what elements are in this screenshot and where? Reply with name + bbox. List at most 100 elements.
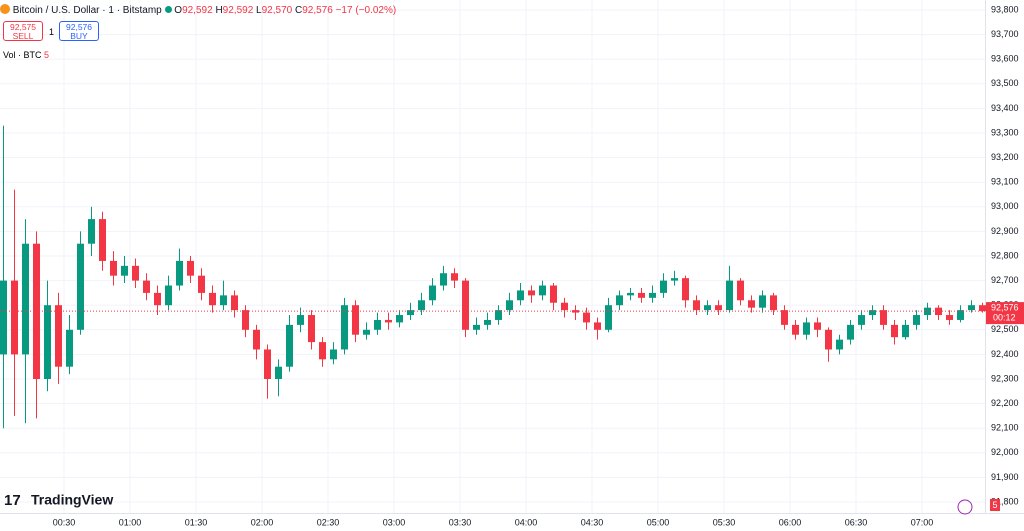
x-tick-label: 06:00	[779, 517, 802, 527]
candle-body	[968, 305, 975, 311]
candle-body	[44, 305, 51, 379]
candle-body	[220, 295, 227, 306]
y-tick-label: 92,000	[991, 447, 1019, 457]
candle-body	[891, 324, 898, 338]
candle-body	[209, 292, 216, 306]
sell-button[interactable]: 92,575 SELL	[3, 21, 43, 41]
candle-body	[814, 322, 821, 330]
candle-body	[759, 295, 766, 308]
candle-body	[572, 310, 579, 313]
candle-body	[231, 295, 238, 311]
candle-body	[638, 292, 645, 298]
candle-body	[539, 285, 546, 296]
candle-body	[11, 280, 18, 355]
candle-body	[913, 315, 920, 325]
candle-body	[418, 300, 425, 311]
candle-body	[781, 310, 788, 325]
coin-icon	[0, 4, 10, 14]
candle-body	[319, 342, 326, 360]
candle-body	[132, 265, 139, 281]
candle-body	[242, 310, 249, 330]
candle-body	[979, 305, 986, 312]
o-value: 92,592	[182, 5, 213, 16]
buy-price: 92,576	[66, 22, 92, 32]
volume-legend: Vol · BTC 5	[3, 50, 49, 60]
candle-body	[671, 278, 678, 281]
candle-body	[308, 315, 315, 343]
candle-body	[374, 319, 381, 330]
logo-mark: 17	[4, 492, 21, 509]
x-tick-label: 05:00	[647, 517, 670, 527]
candle-body	[616, 295, 623, 306]
candle-body	[385, 319, 392, 323]
y-tick-label: 92,800	[991, 250, 1019, 260]
y-tick-label: 92,700	[991, 275, 1019, 285]
c-value: 92,576	[302, 5, 333, 16]
candle-body	[352, 305, 359, 335]
legend: Bitcoin / U.S. Dollar · 1 · Bitstamp O92…	[0, 4, 396, 16]
candle-body	[484, 319, 491, 325]
y-tick-label: 93,300	[991, 127, 1019, 137]
candle-body	[704, 305, 711, 311]
volume-label: Vol · BTC	[3, 50, 42, 60]
l-label: L	[256, 5, 262, 16]
candle-body	[836, 339, 843, 350]
candle-body	[682, 278, 689, 301]
candle-body	[594, 322, 601, 330]
y-tick-label: 92,900	[991, 226, 1019, 236]
buy-button[interactable]: 92,576 BUY	[59, 21, 99, 41]
candle-body	[341, 305, 348, 350]
last-price-badge	[986, 302, 1024, 325]
candle-body	[99, 219, 106, 261]
volume-badge: 5	[992, 500, 997, 510]
candle-body	[264, 349, 271, 379]
y-tick-label: 92,300	[991, 373, 1019, 383]
candle-body	[583, 312, 590, 323]
h-value: 92,592	[222, 5, 254, 16]
y-tick-label: 92,500	[991, 324, 1019, 334]
y-tick-label: 93,600	[991, 54, 1019, 64]
y-tick-label: 93,800	[991, 4, 1019, 14]
candle-body	[165, 285, 172, 306]
candle-body	[748, 300, 755, 308]
l-value: 92,570	[261, 5, 293, 16]
candle-body	[275, 366, 282, 379]
candle-body	[440, 273, 447, 286]
candle-body	[176, 260, 183, 286]
candle-body	[22, 243, 29, 355]
candle-body	[825, 329, 832, 350]
candle-body	[902, 324, 909, 338]
candle-body	[880, 310, 887, 325]
sell-price: 92,575	[10, 22, 36, 32]
last-price-label: 92,576	[991, 302, 1019, 312]
candle-body	[528, 290, 535, 296]
candle-body	[770, 295, 777, 311]
symbol-title[interactable]: Bitcoin / U.S. Dollar · 1 · Bitstamp	[12, 5, 162, 16]
y-tick-label: 93,400	[991, 103, 1019, 113]
candle-body	[253, 329, 260, 350]
c-label: C	[294, 5, 303, 16]
candle-body	[363, 329, 370, 335]
candle-body	[935, 307, 942, 316]
x-tick-label: 07:00	[911, 517, 934, 527]
y-tick-label: 93,200	[991, 152, 1019, 162]
candle-body	[803, 322, 810, 335]
candle-body	[66, 329, 73, 367]
y-tick-label: 93,500	[991, 78, 1019, 88]
volume-badge-bg	[990, 499, 1000, 511]
x-tick-label: 04:00	[515, 517, 538, 527]
replay-icon[interactable]	[957, 499, 973, 515]
candle-body	[198, 275, 205, 293]
candle-body	[110, 260, 117, 276]
countdown: 00:12	[993, 312, 1016, 322]
y-tick-label: 93,000	[991, 201, 1019, 211]
candle-body	[649, 292, 656, 298]
candle-body	[77, 243, 84, 330]
sell-label: SELL	[12, 31, 34, 41]
candle-body	[187, 260, 194, 276]
candle-body	[627, 292, 634, 296]
candle-body	[55, 305, 62, 367]
candle-body	[330, 349, 337, 360]
x-tick-label: 05:30	[713, 517, 736, 527]
